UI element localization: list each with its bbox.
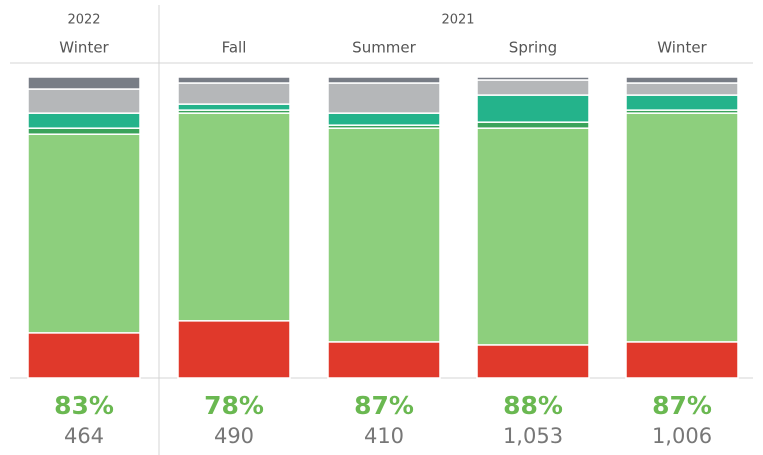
- count-label: 1,053: [503, 424, 563, 448]
- share-label: 78%: [204, 391, 264, 420]
- bar-segment: [27, 88, 141, 114]
- count-label: 410: [364, 424, 404, 448]
- bar-segment: [327, 127, 441, 343]
- bar-segment: [625, 112, 739, 343]
- x-tick-label: Winter: [59, 39, 109, 57]
- bar-segment: [476, 94, 590, 123]
- bar-segment: [327, 82, 441, 114]
- bar-segment: [27, 133, 141, 334]
- bar-segment: [476, 121, 590, 129]
- share-label: 88%: [503, 391, 563, 420]
- share-label: 83%: [54, 391, 114, 420]
- bar-segment: [27, 332, 141, 379]
- bar-segment: [177, 112, 291, 322]
- bar-segment: [27, 127, 141, 135]
- bar-segment: [625, 94, 739, 111]
- bar-segment: [327, 76, 441, 84]
- bar-segment: [177, 103, 291, 111]
- bar-segment: [177, 76, 291, 84]
- bar-segment: [476, 344, 590, 379]
- count-label: 1,006: [652, 424, 712, 448]
- x-tick-label: Spring: [509, 39, 557, 57]
- bar-segment: [476, 79, 590, 96]
- x-tick-label: Summer: [352, 39, 416, 57]
- bar-segment: [476, 76, 590, 81]
- bar-segment: [625, 82, 739, 96]
- bar-segment: [476, 127, 590, 346]
- bar-segment: [625, 76, 739, 84]
- bar-segment: [625, 341, 739, 379]
- group-label: 2021: [441, 13, 474, 28]
- bar-segment: [27, 112, 141, 129]
- bar-segment: [27, 76, 141, 90]
- x-tick-label: Winter: [657, 39, 707, 57]
- group-label: 2022: [67, 13, 100, 28]
- share-label: 87%: [354, 391, 414, 420]
- bar-segment: [327, 112, 441, 126]
- count-label: 490: [214, 424, 254, 448]
- bar-segment: [177, 82, 291, 105]
- x-tick-label: Fall: [222, 39, 247, 57]
- bar-segment: [177, 320, 291, 379]
- count-label: 464: [64, 424, 104, 448]
- bar-segment: [327, 341, 441, 379]
- share-label: 87%: [652, 391, 712, 420]
